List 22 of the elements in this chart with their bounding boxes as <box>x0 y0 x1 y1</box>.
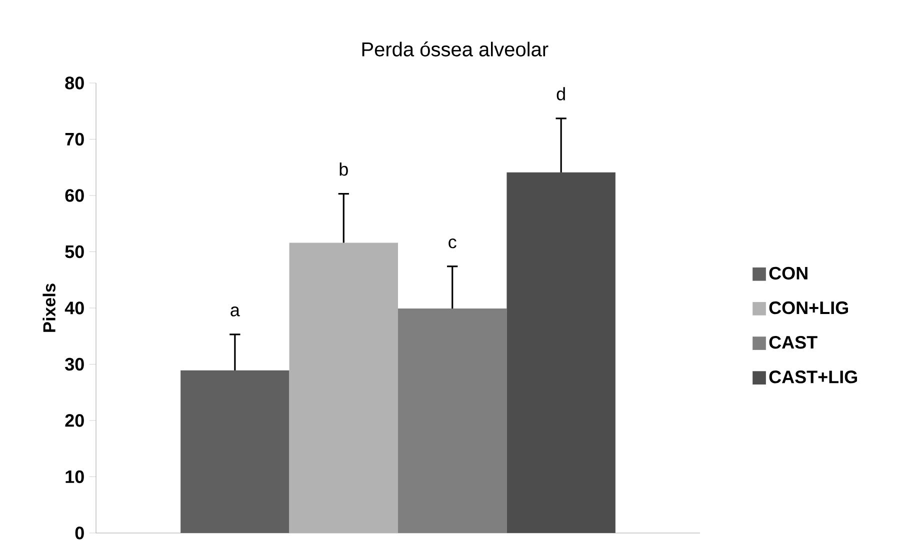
y-tick-label: 0 <box>75 526 84 540</box>
y-tick-label: 20 <box>65 414 84 427</box>
legend-label: CAST <box>769 336 818 349</box>
y-tick-label: 30 <box>65 358 84 371</box>
y-tick-label: 50 <box>65 245 84 258</box>
legend-label: CAST+LIG <box>769 370 857 384</box>
y-tick-label: 80 <box>65 76 84 90</box>
chart-title: Perda óssea alveolar <box>362 42 548 56</box>
annotation: c <box>448 238 456 248</box>
legend-label: CON+LIG <box>769 301 848 314</box>
bar <box>398 308 507 533</box>
legend-label: CON <box>769 266 808 280</box>
bar <box>506 172 616 533</box>
annotation: b <box>340 162 348 176</box>
y-tick-label: 60 <box>65 189 84 202</box>
annotation: d <box>556 87 565 100</box>
y-tick-label: 70 <box>65 132 84 146</box>
y-axis-title: Pixels <box>42 284 56 332</box>
y-tick-label: 40 <box>64 302 84 314</box>
bar <box>180 370 290 533</box>
annotation: a <box>230 306 240 316</box>
y-tick-label: 10 <box>66 470 84 484</box>
